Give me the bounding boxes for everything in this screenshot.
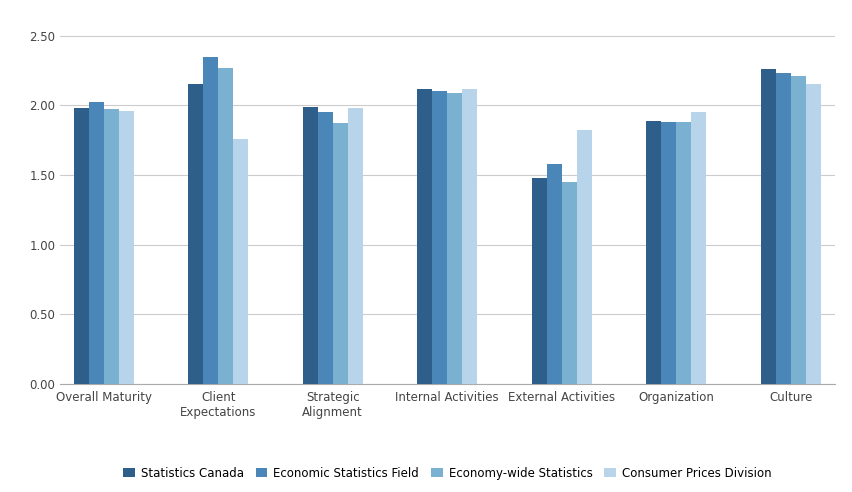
Bar xyxy=(776,73,791,384)
Bar xyxy=(233,139,248,384)
Bar xyxy=(647,121,661,384)
Bar xyxy=(204,57,218,384)
Bar xyxy=(676,122,691,384)
Legend: Statistics Canada, Economic Statistics Field, Economy-wide Statistics, Consumer : Statistics Canada, Economic Statistics F… xyxy=(119,463,775,484)
Bar xyxy=(74,108,89,384)
Bar xyxy=(791,76,806,384)
Bar xyxy=(417,89,432,384)
Bar xyxy=(348,108,363,384)
Bar xyxy=(302,107,318,384)
Bar xyxy=(761,69,776,384)
Bar xyxy=(104,109,118,384)
Bar xyxy=(118,111,134,384)
Bar xyxy=(532,178,547,384)
Bar xyxy=(188,85,204,384)
Bar xyxy=(218,68,233,384)
Bar xyxy=(806,85,820,384)
Bar xyxy=(561,182,577,384)
Bar xyxy=(661,122,676,384)
Bar xyxy=(463,89,477,384)
Bar xyxy=(447,92,463,384)
Bar xyxy=(89,102,104,384)
Bar xyxy=(691,112,706,384)
Bar xyxy=(577,130,592,384)
Bar xyxy=(318,112,333,384)
Bar xyxy=(547,164,561,384)
Bar xyxy=(432,92,447,384)
Bar xyxy=(333,123,348,384)
